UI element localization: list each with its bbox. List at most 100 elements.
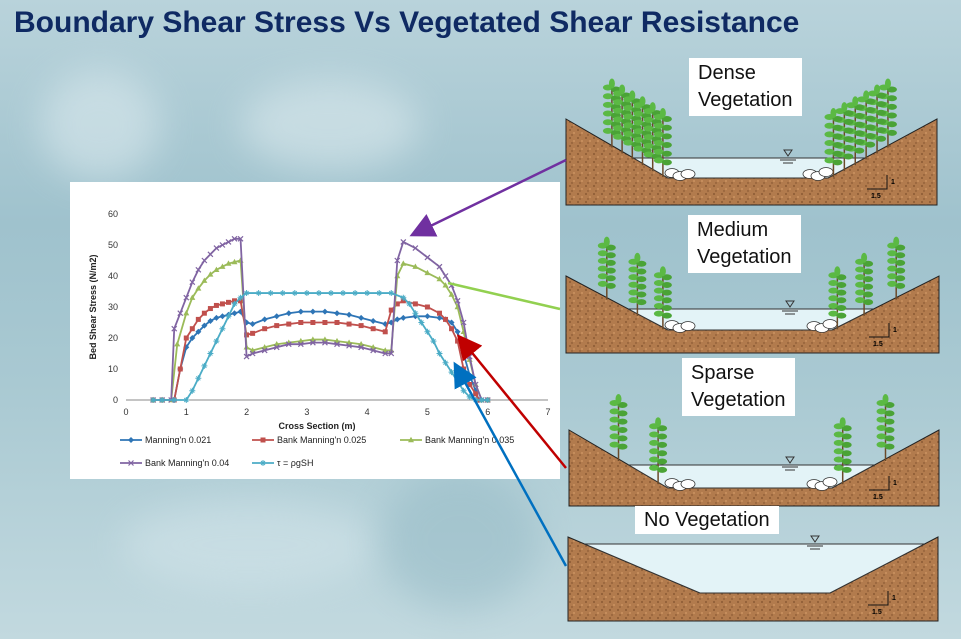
x-tick-label: 6 [485,407,490,417]
data-point [189,326,195,332]
data-point [436,263,443,270]
slope-vertical-label: 1 [893,480,897,487]
slope-horizontal-label: 1.5 [871,193,881,200]
label-sparse-line1: Sparse [691,362,755,384]
data-point [442,359,449,366]
background-blob [240,80,420,170]
legend-item: Manning'n 0.021 [120,435,211,445]
slope-horizontal-label: 1.5 [873,494,883,501]
background-blob [40,70,160,180]
data-point [448,369,455,376]
data-point [322,339,328,346]
data-point [309,339,316,346]
label-none: No Vegetation [635,506,779,534]
tree-icon [609,394,628,461]
slope-scale: 11.5 [867,175,895,200]
data-point [412,310,419,317]
slope-scale: 11.5 [869,323,897,348]
data-point [195,285,202,291]
arrow-medium [447,281,561,311]
data-point [473,391,479,397]
data-point [436,310,442,316]
x-tick-label: 3 [304,407,309,417]
channel-water [584,543,925,594]
y-tick-label: 30 [108,302,118,312]
background-blob [380,470,540,610]
data-point [346,321,352,327]
water-level-icon [785,300,795,308]
data-point [334,320,340,325]
data-point [442,273,449,279]
data-point [334,310,340,317]
data-point [303,290,310,297]
data-point [370,317,377,324]
data-point [207,317,214,324]
data-point [195,375,202,382]
legend-marker [260,460,266,466]
legend-marker [128,437,134,443]
legend-item: Bank Manning'n 0.04 [120,458,229,468]
data-point [412,263,419,269]
data-point [436,314,443,321]
cross-section-medium: 11.5 [565,236,940,354]
data-point [442,282,449,288]
data-point [195,316,201,322]
arrow-none [453,361,568,567]
data-point [213,266,220,272]
data-point [183,335,189,341]
data-point [231,310,238,317]
data-point [213,314,220,321]
data-point [285,310,292,317]
data-point [394,257,401,264]
tree-icon [653,266,672,330]
legend-label: Manning'n 0.021 [145,435,211,445]
chart-legend: Manning'n 0.021 Bank Manning'n 0.025 Bank … [120,435,514,468]
data-point [443,316,449,322]
slope-vertical-label: 1 [893,327,897,334]
data-point [213,245,220,252]
data-point [273,344,280,351]
data-point [219,313,226,320]
data-point [238,298,244,304]
data-point [237,235,244,242]
data-point [213,302,219,308]
label-medium-line2: Vegetation [697,246,792,268]
riprap-stone [680,169,696,179]
data-point [255,290,262,297]
x-tick-label: 7 [545,407,550,417]
data-point [310,320,316,325]
data-point [297,308,304,315]
tree-icon [597,236,616,300]
label-medium: Medium Vegetation [688,215,801,273]
data-point [448,291,455,297]
data-point [291,290,298,297]
x-tick-label: 0 [123,407,128,417]
legend-label: Bank Manning'n 0.035 [425,435,514,445]
tree-icon [876,394,895,461]
data-point [171,397,178,403]
data-point [388,350,395,357]
shear-stress-chart: 0 10 20 30 40 50 60 0 1 2 3 4 5 6 7 Cross Section (m) Be… [88,209,551,468]
data-point [424,269,431,276]
page-title: Boundary Shear Stress Vs Vegetated Shear… [14,6,800,39]
y-tick-label: 10 [108,364,118,374]
data-point [382,329,388,335]
data-point [183,397,190,403]
data-point [261,316,268,323]
data-point [273,313,280,320]
y-tick-label: 50 [108,240,118,250]
tree-icon [628,252,647,316]
data-point [183,294,190,301]
data-point [298,320,304,325]
data-point [219,325,226,332]
data-point [249,321,256,328]
data-point [177,310,184,317]
data-point [454,328,461,335]
data-point [412,313,419,320]
data-point [207,306,213,312]
data-point [358,323,364,329]
data-point [189,387,196,394]
data-point [201,310,207,316]
data-point [412,245,419,252]
